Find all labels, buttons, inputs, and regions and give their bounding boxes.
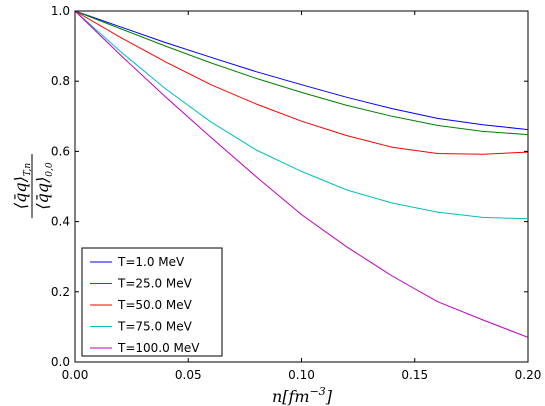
y-tick-label: 0.2 (51, 285, 70, 299)
x-axis-label-main: n[fm (272, 387, 310, 406)
y-tick-label: 0.8 (51, 74, 70, 88)
legend-label-0: T=1.0 MeV (117, 255, 185, 269)
series-line-0 (74, 10, 529, 131)
y-axis-label-numerator: ⟨q̄q⟩T,n (11, 163, 33, 210)
x-axis-label-close: ] (325, 387, 333, 406)
series-line-4 (74, 10, 529, 338)
y-axis-label-denominator: ⟨q̄q⟩0,0 (33, 162, 55, 210)
x-tick-label: 0.05 (175, 368, 202, 382)
series-line-1 (74, 10, 529, 136)
x-tick-label: 0.20 (515, 368, 542, 382)
x-axis-label-exponent: −3 (310, 385, 326, 398)
series-line-3 (74, 10, 529, 220)
x-axis-label: n[fm−3] (272, 385, 333, 406)
ticks-layer: 0.00 0.05 0.10 0.15 0.20 0.0 0.2 0.4 0.6 0.8 1.0 (51, 4, 541, 382)
y-tick-label: 0.4 (51, 215, 70, 229)
x-tick-label: 0.10 (288, 368, 315, 382)
y-tick-label: 0.0 (51, 355, 70, 369)
legend-label-2: T=50.0 MeV (117, 298, 193, 312)
y-tick-label: 0.6 (51, 144, 70, 158)
legend-box (81, 247, 223, 357)
series-layer (74, 10, 529, 338)
y-tick-label: 1.0 (51, 4, 70, 18)
legend-label-3: T=75.0 MeV (117, 320, 193, 334)
x-tick-label: 0.15 (401, 368, 428, 382)
series-line-2 (74, 10, 529, 155)
x-tick-label: 0.00 (62, 368, 89, 382)
legend-label-1: T=25.0 MeV (117, 277, 193, 291)
legend-label-4: T=100.0 MeV (117, 341, 200, 355)
y-axis-label: ⟨q̄q⟩T,n ⟨q̄q⟩0,0 (11, 154, 55, 218)
legend: T=1.0 MeV T=25.0 MeV T=50.0 MeV T=75.0 MeV T… (81, 247, 223, 357)
